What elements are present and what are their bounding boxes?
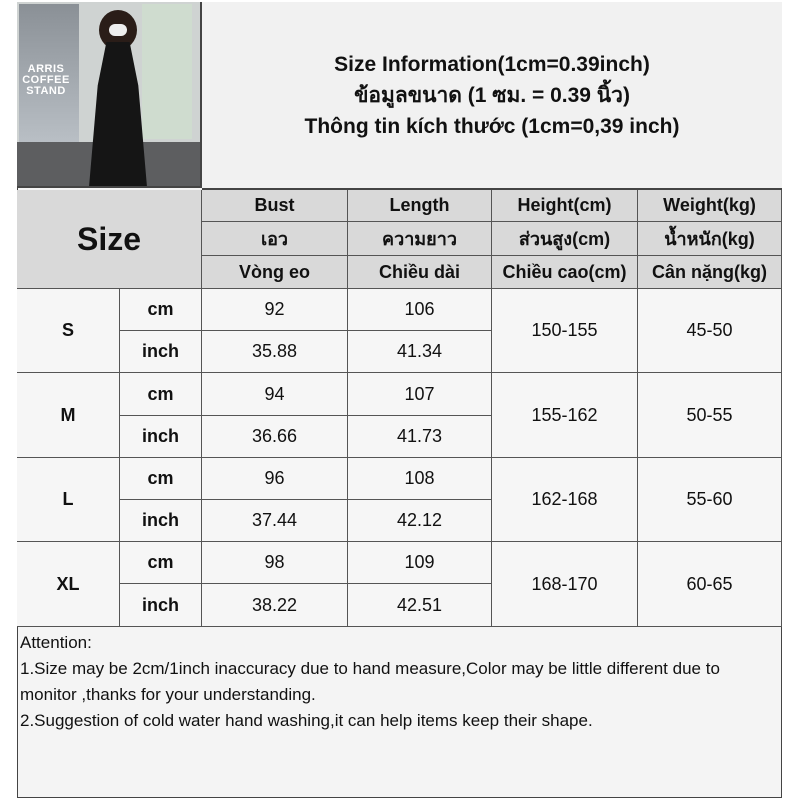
unit-label: inch	[120, 500, 202, 542]
shop-sign-text: ARRIS COFFEE STAND	[22, 63, 70, 97]
column-header: เอว	[202, 222, 348, 256]
weight-range: 50-55	[638, 373, 782, 458]
weight-range: 60-65	[638, 542, 782, 627]
column-header: Vòng eo	[202, 256, 348, 289]
size-info-title: Size Information(1cm=0.39inch) ข้อมูลขนา…	[202, 2, 782, 190]
product-photo: ARRIS COFFEE STAND	[17, 2, 202, 188]
bust-cm: 94	[202, 373, 348, 416]
bust-cm: 96	[202, 458, 348, 500]
attention-notes: Attention: 1.Size may be 2cm/1inch inacc…	[20, 630, 780, 734]
wall	[142, 4, 192, 139]
bust-inch: 38.22	[202, 584, 348, 627]
face-mask	[109, 24, 127, 36]
column-header: Weight(kg)	[638, 190, 782, 222]
length-inch: 41.34	[348, 331, 492, 373]
column-header: Cân nặng(kg)	[638, 256, 782, 289]
size-label: M	[17, 373, 120, 458]
length-cm: 106	[348, 289, 492, 331]
length-inch: 42.51	[348, 584, 492, 627]
column-header: ความยาว	[348, 222, 492, 256]
size-label: XL	[17, 542, 120, 627]
column-header: Length	[348, 190, 492, 222]
bust-inch: 35.88	[202, 331, 348, 373]
height-range: 150-155	[492, 289, 638, 373]
weight-range: 55-60	[638, 458, 782, 542]
size-label: L	[17, 458, 120, 542]
note-item: 1.Size may be 2cm/1inch inaccuracy due t…	[20, 659, 720, 704]
height-range: 168-170	[492, 542, 638, 627]
column-header: Bust	[202, 190, 348, 222]
column-header: Height(cm)	[492, 190, 638, 222]
height-range: 162-168	[492, 458, 638, 542]
bust-inch: 37.44	[202, 500, 348, 542]
weight-range: 45-50	[638, 289, 782, 373]
size-header: Size	[17, 190, 202, 289]
notes-heading: Attention:	[20, 633, 92, 652]
length-cm: 107	[348, 373, 492, 416]
column-header: ส่วนสูง(cm)	[492, 222, 638, 256]
bust-cm: 92	[202, 289, 348, 331]
title-vietnamese: Thông tin kích thước (1cm=0,39 inch)	[304, 114, 680, 138]
length-cm: 109	[348, 542, 492, 584]
note-item: 2.Suggestion of cold water hand washing,…	[20, 711, 593, 730]
model-dress	[89, 42, 147, 186]
length-inch: 42.12	[348, 500, 492, 542]
unit-label: cm	[120, 458, 202, 500]
unit-label: inch	[120, 416, 202, 458]
unit-label: cm	[120, 373, 202, 416]
bust-inch: 36.66	[202, 416, 348, 458]
unit-label: cm	[120, 542, 202, 584]
length-cm: 108	[348, 458, 492, 500]
column-header: น้ำหนัก(kg)	[638, 222, 782, 256]
title-thai: ข้อมูลขนาด (1 ซม. = 0.39 นิ้ว)	[354, 83, 630, 107]
column-header: Chiều cao(cm)	[492, 256, 638, 289]
bust-cm: 98	[202, 542, 348, 584]
unit-label: cm	[120, 289, 202, 331]
unit-label: inch	[120, 331, 202, 373]
size-label: S	[17, 289, 120, 373]
length-inch: 41.73	[348, 416, 492, 458]
title-english: Size Information(1cm=0.39inch)	[334, 52, 650, 76]
unit-label: inch	[120, 584, 202, 627]
column-header: Chiều dài	[348, 256, 492, 289]
height-range: 155-162	[492, 373, 638, 458]
